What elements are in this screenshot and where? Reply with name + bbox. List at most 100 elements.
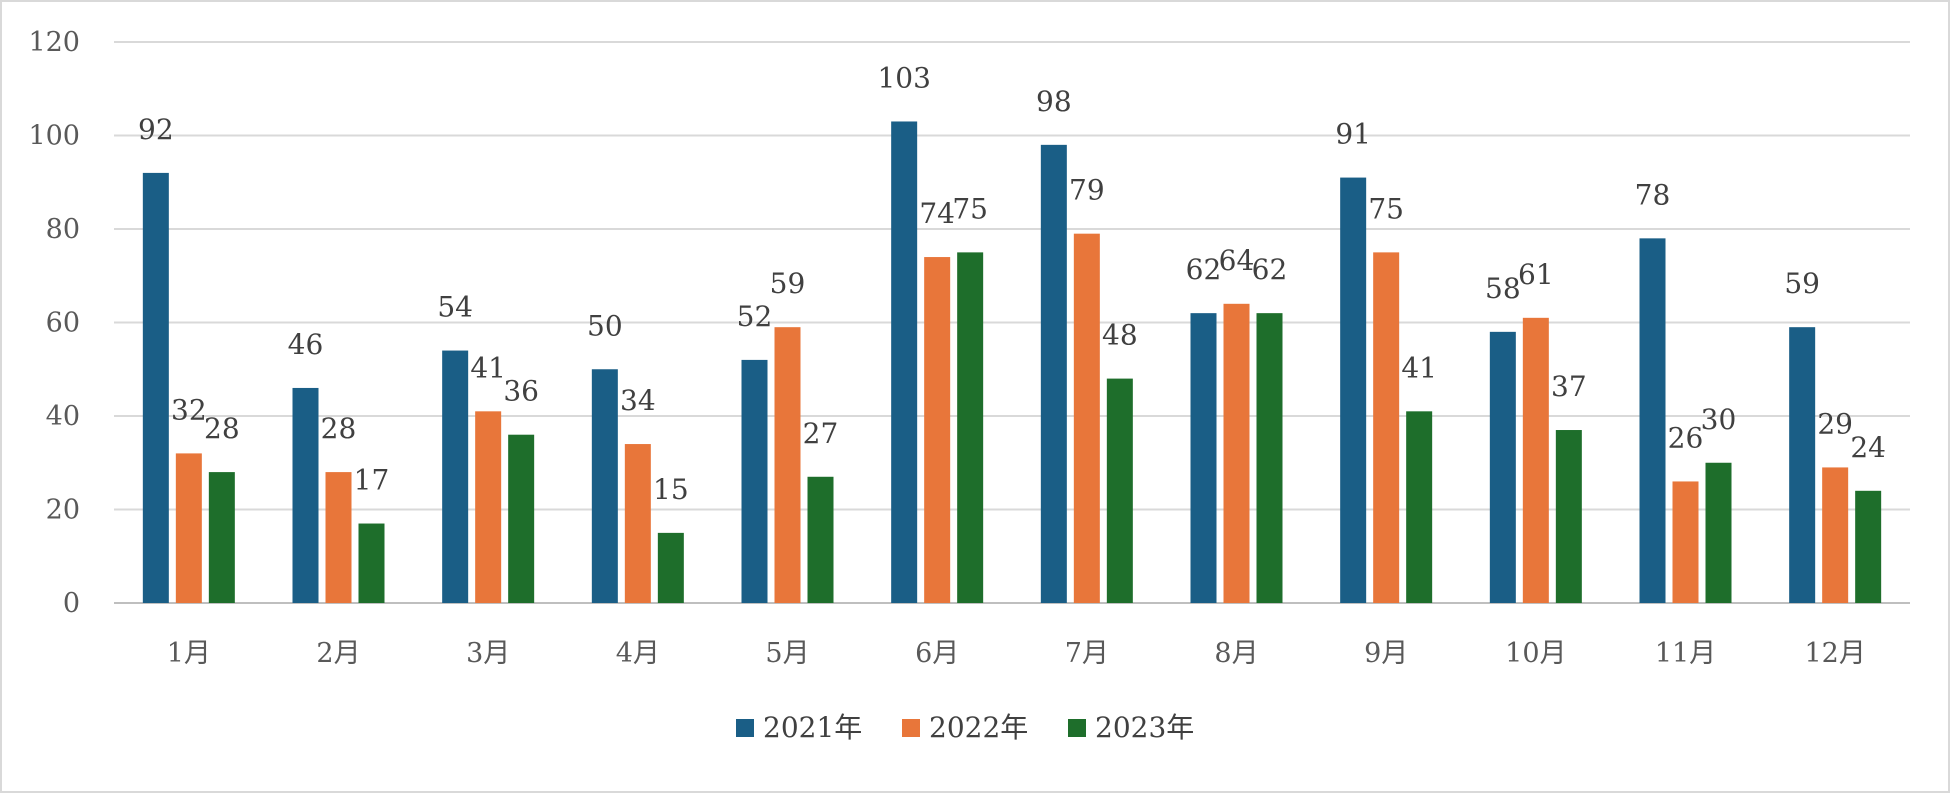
x-category-label: 7月 [1065, 638, 1109, 669]
x-category-label: 2月 [316, 638, 360, 669]
data-label: 30 [1701, 403, 1737, 436]
x-category-label: 10月 [1505, 638, 1566, 669]
legend-swatch [1068, 719, 1086, 737]
x-category-label: 11月 [1655, 638, 1716, 669]
bar-2022年-7月 [1073, 233, 1100, 604]
x-category-label: 5月 [765, 638, 809, 669]
bar-2022年-5月 [774, 327, 801, 603]
bar-2023年-9月 [1406, 411, 1433, 603]
x-category-label: 12月 [1804, 638, 1865, 669]
legend-item: 2022年 [902, 711, 1028, 744]
data-labels: 9232284628175441365034155259271037475987… [138, 61, 1886, 505]
data-label: 52 [737, 300, 773, 333]
data-label: 79 [1069, 174, 1105, 207]
bars [142, 121, 1882, 604]
bar-2021年-1月 [142, 172, 169, 603]
legend-item: 2021年 [736, 711, 862, 744]
x-category-label: 4月 [616, 638, 660, 669]
bar-2022年-1月 [175, 453, 202, 603]
data-label: 50 [587, 309, 623, 342]
bar-2023年-4月 [657, 532, 684, 603]
bar-2021年-10月 [1489, 331, 1516, 603]
legend-swatch [902, 719, 920, 737]
data-label: 59 [1784, 267, 1820, 300]
legend-label: 2021年 [763, 711, 862, 744]
bar-2022年-9月 [1373, 252, 1400, 603]
data-label: 98 [1036, 85, 1072, 118]
bar-2022年-4月 [624, 444, 651, 603]
data-label: 26 [1668, 421, 1704, 454]
y-tick-label: 120 [28, 27, 80, 58]
bar-2023年-1月 [208, 472, 235, 603]
bar-2021年-2月 [292, 387, 319, 603]
bar-2023年-8月 [1256, 313, 1283, 603]
x-category-label: 3月 [466, 638, 510, 669]
bar-2021年-11月 [1639, 238, 1666, 603]
bar-2023年-6月 [957, 252, 984, 603]
data-label: 75 [952, 192, 988, 225]
data-label: 17 [354, 464, 390, 497]
data-label: 46 [288, 328, 324, 361]
data-label: 54 [437, 291, 473, 324]
bar-2021年-4月 [591, 369, 618, 603]
data-label: 78 [1635, 178, 1671, 211]
data-label: 15 [653, 473, 689, 506]
x-category-label: 9月 [1364, 638, 1408, 669]
bar-2022年-8月 [1223, 303, 1250, 603]
bar-2023年-5月 [807, 476, 834, 603]
x-axis-categories: 1月 2月 3月 4月 5月 6月 7月 8月 9月 10月 11月 12月 [167, 638, 1866, 669]
data-label: 91 [1335, 118, 1371, 151]
data-label: 37 [1551, 370, 1587, 403]
gridlines [114, 41, 1910, 604]
data-label: 74 [919, 197, 955, 230]
bar-2023年-12月 [1855, 490, 1882, 603]
bar-2021年-12月 [1789, 327, 1816, 603]
bar-2023年-10月 [1555, 430, 1582, 603]
bar-2021年-5月 [741, 359, 768, 603]
bar-2021年-9月 [1340, 177, 1367, 603]
x-category-label: 1月 [167, 638, 211, 669]
bar-2021年-6月 [891, 121, 918, 603]
data-label: 58 [1485, 272, 1521, 305]
data-label: 62 [1252, 253, 1288, 286]
x-category-label: 8月 [1214, 638, 1258, 669]
data-label: 36 [503, 375, 539, 408]
bar-2022年-10月 [1522, 317, 1549, 603]
data-label: 59 [770, 267, 806, 300]
y-tick-label: 0 [63, 588, 80, 619]
y-tick-label: 60 [46, 308, 80, 339]
data-label: 24 [1850, 431, 1886, 464]
bar-2021年-8月 [1190, 313, 1217, 603]
bar-2023年-3月 [508, 434, 535, 603]
bar-2022年-3月 [475, 411, 502, 603]
legend-label: 2022年 [929, 711, 1028, 744]
bar-2022年-11月 [1672, 481, 1699, 603]
data-label: 41 [1401, 351, 1437, 384]
bar-2023年-7月 [1106, 378, 1133, 603]
data-label: 28 [321, 412, 357, 445]
bar-2022年-12月 [1822, 467, 1849, 603]
legend-item: 2023年 [1068, 711, 1194, 744]
data-label: 27 [803, 417, 839, 450]
data-label: 32 [171, 393, 207, 426]
data-label: 41 [470, 351, 506, 384]
y-tick-label: 80 [46, 214, 80, 245]
x-category-label: 6月 [915, 638, 959, 669]
data-label: 34 [620, 384, 656, 417]
bar-2021年-3月 [442, 350, 469, 603]
data-label: 103 [877, 61, 930, 94]
bar-2021年-7月 [1040, 144, 1067, 603]
y-tick-label: 40 [46, 401, 80, 432]
bar-2022年-2月 [325, 472, 352, 603]
data-label: 28 [204, 412, 240, 445]
bar-2023年-2月 [358, 523, 385, 603]
y-tick-label: 100 [28, 121, 80, 152]
legend-label: 2023年 [1095, 711, 1194, 744]
data-label: 75 [1368, 192, 1404, 225]
data-label: 62 [1186, 253, 1222, 286]
data-label: 61 [1518, 258, 1554, 291]
y-axis-ticks: 0 20 40 60 80 100 120 [28, 27, 80, 619]
legend-swatch [736, 719, 754, 737]
